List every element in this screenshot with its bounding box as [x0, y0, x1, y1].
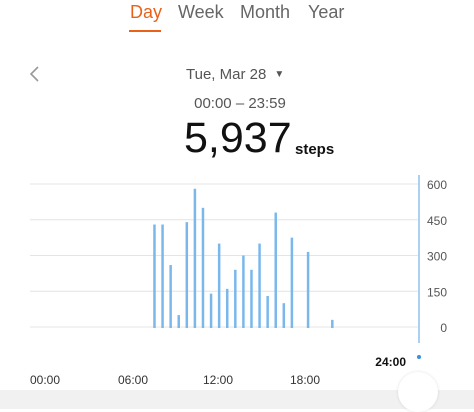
y-tick-label: 0: [440, 321, 447, 335]
data-bar: [242, 255, 245, 328]
tab-year[interactable]: Year: [308, 2, 345, 22]
data-bar: [258, 243, 261, 328]
active-tab-indicator: [129, 30, 161, 32]
tab-day[interactable]: Day: [130, 2, 163, 22]
steps-unit: steps: [295, 141, 335, 158]
scrub-handle[interactable]: [398, 372, 438, 412]
date-picker[interactable]: Tue, Mar 28 ▼: [186, 66, 284, 86]
period-tabs: Day Week Month Year: [0, 2, 474, 34]
data-bar: [209, 293, 213, 328]
data-bar: [331, 319, 334, 328]
bottom-scroll-bar: [0, 390, 474, 409]
y-tick-label: 300: [427, 250, 447, 264]
data-bar: [201, 207, 205, 328]
date-label: Tue, Mar 28: [186, 66, 267, 83]
data-bar: [161, 224, 164, 328]
previous-day-button[interactable]: [26, 64, 44, 84]
x-tick-label: 12:00: [203, 373, 233, 387]
data-bar: [266, 296, 269, 328]
data-bar: [177, 315, 180, 328]
x-tick-label: 18:00: [290, 373, 320, 387]
steps-total: 5,937: [184, 114, 292, 162]
data-bar: [153, 224, 156, 328]
time-cursor-dot: [417, 355, 421, 359]
y-tick-label: 600: [427, 178, 447, 192]
data-bar: [234, 269, 237, 328]
chevron-left-icon: [29, 66, 39, 82]
data-bar: [250, 269, 253, 328]
caret-down-icon: ▼: [274, 69, 285, 80]
time-range: 00:00 – 23:59: [194, 95, 286, 112]
data-bar: [274, 212, 277, 328]
data-bar: [185, 222, 189, 328]
y-tick-label: 450: [427, 214, 447, 228]
x-tick-label: 06:00: [118, 373, 148, 387]
data-bar: [217, 243, 221, 328]
y-tick-label: 150: [427, 285, 447, 299]
data-bar: [193, 188, 197, 328]
data-bar: [290, 237, 294, 328]
x-tick-label: 00:00: [30, 373, 60, 387]
time-cursor-label: 24:00: [375, 355, 406, 369]
tab-month[interactable]: Month: [240, 2, 291, 22]
data-bar: [169, 265, 172, 328]
steps-chart[interactable]: 600 450 300 150 0 24:00 00:00 06:00 12:00 18:00: [0, 165, 474, 395]
tab-week[interactable]: Week: [178, 2, 224, 22]
data-bar: [282, 303, 286, 328]
data-bar: [306, 251, 310, 328]
data-bar: [225, 288, 229, 328]
